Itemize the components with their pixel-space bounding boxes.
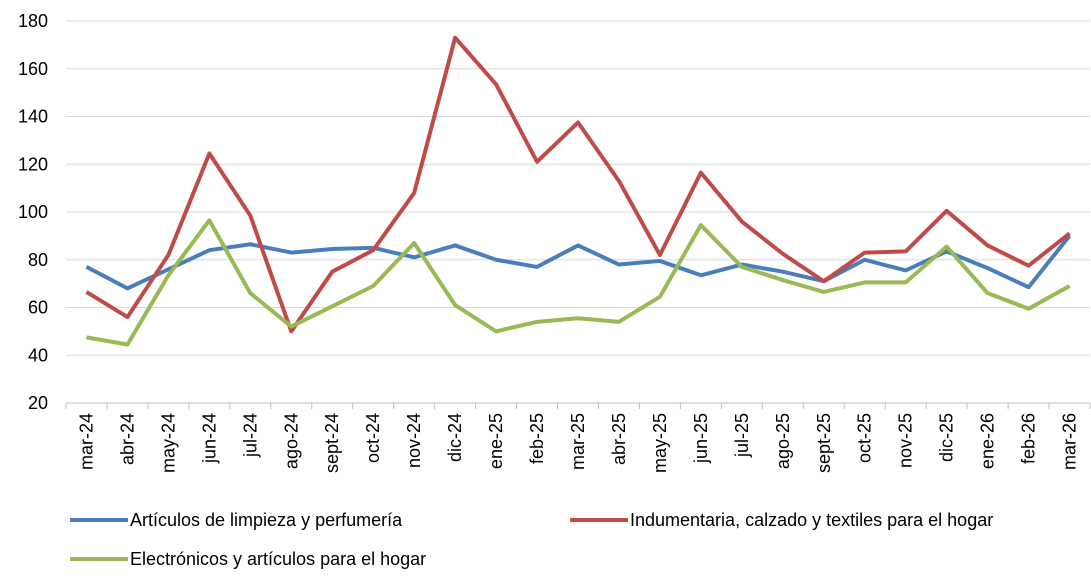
x-tick-label: dic-25: [937, 413, 957, 462]
y-tick-label: 140: [18, 107, 48, 127]
y-tick-label: 100: [18, 202, 48, 222]
y-tick-label: 180: [18, 11, 48, 31]
y-tick-label: 40: [28, 345, 48, 365]
series-line: [85, 35, 1071, 334]
legend-label: Artículos de limpieza y perfumería: [130, 510, 403, 530]
x-tick-label: mar-25: [568, 413, 588, 470]
x-tick-label: dic-24: [445, 413, 465, 462]
y-tick-label: 80: [28, 250, 48, 270]
legend-label: Electrónicos y artículos para el hogar: [130, 549, 426, 569]
x-tick-label: sept-25: [814, 413, 834, 473]
x-tick-label: jul-25: [732, 413, 752, 458]
legend-label: Indumentaria, calzado y textiles para el…: [630, 510, 993, 530]
x-tick-label: oct-25: [855, 413, 875, 463]
x-tick-label: nov-24: [404, 413, 424, 468]
x-tick-label: sept-24: [322, 413, 342, 473]
x-tick-label: mar-24: [76, 413, 96, 470]
x-tick-label: abr-24: [117, 413, 137, 465]
y-tick-label: 20: [28, 393, 48, 413]
x-tick-label: ene-25: [486, 413, 506, 469]
x-tick-label: jun-24: [199, 413, 219, 464]
x-tick-label: abr-25: [609, 413, 629, 465]
y-tick-label: 160: [18, 59, 48, 79]
x-tick-label: feb-25: [527, 413, 547, 464]
x-tick-label: may-24: [158, 413, 178, 473]
x-tick-label: ago-24: [281, 413, 301, 469]
x-tick-label: ago-25: [773, 413, 793, 469]
series-line: [86, 218, 1071, 347]
x-tick-label: mar-26: [1060, 413, 1080, 470]
x-tick-label: jul-24: [240, 413, 260, 458]
x-tick-label: nov-25: [896, 413, 916, 468]
x-tick-label: oct-24: [363, 413, 383, 463]
y-tick-label: 120: [18, 154, 48, 174]
x-tick-label: may-25: [650, 413, 670, 473]
x-tick-label: ene-26: [978, 413, 998, 469]
x-tick-label: jun-25: [691, 413, 711, 464]
series-line: [85, 234, 1072, 291]
y-tick-label: 60: [28, 298, 48, 318]
x-tick-label: feb-26: [1019, 413, 1039, 464]
